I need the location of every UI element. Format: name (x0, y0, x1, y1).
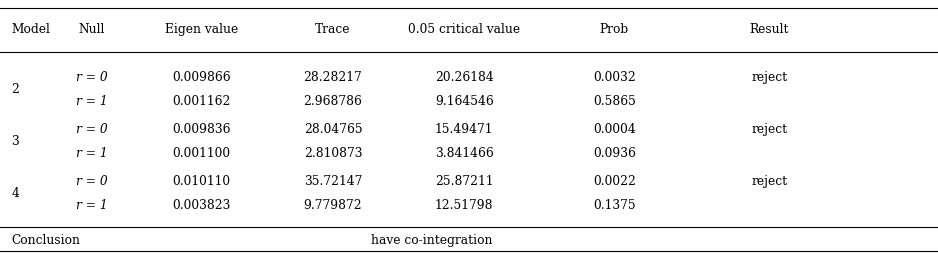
Text: reject: reject (751, 175, 787, 188)
Text: Trace: Trace (315, 23, 351, 36)
Text: Null: Null (79, 23, 105, 36)
Text: Model: Model (11, 23, 50, 36)
Text: 9.779872: 9.779872 (304, 199, 362, 212)
Text: 0.05 critical value: 0.05 critical value (408, 23, 521, 36)
Text: 20.26184: 20.26184 (435, 71, 493, 84)
Text: 12.51798: 12.51798 (435, 199, 493, 212)
Text: 0.1375: 0.1375 (593, 199, 636, 212)
Text: Result: Result (749, 23, 789, 36)
Text: 0.5865: 0.5865 (593, 95, 636, 108)
Text: 0.001100: 0.001100 (173, 147, 231, 160)
Text: 28.04765: 28.04765 (304, 123, 362, 136)
Text: 3.841466: 3.841466 (435, 147, 493, 160)
Text: 28.28217: 28.28217 (304, 71, 362, 84)
Text: 3: 3 (11, 135, 19, 148)
Text: 4: 4 (11, 187, 19, 200)
Text: reject: reject (751, 123, 787, 136)
Text: r = 1: r = 1 (76, 199, 108, 212)
Text: 0.010110: 0.010110 (173, 175, 231, 188)
Text: Prob: Prob (599, 23, 629, 36)
Text: r = 0: r = 0 (76, 175, 108, 188)
Text: reject: reject (751, 71, 787, 84)
Text: 15.49471: 15.49471 (435, 123, 493, 136)
Text: 0.0004: 0.0004 (593, 123, 636, 136)
Text: 9.164546: 9.164546 (435, 95, 493, 108)
Text: have co-integration: have co-integration (371, 233, 492, 247)
Text: r = 0: r = 0 (76, 71, 108, 84)
Text: 2: 2 (11, 83, 19, 96)
Text: r = 1: r = 1 (76, 147, 108, 160)
Text: Eigen value: Eigen value (165, 23, 238, 36)
Text: 2.810873: 2.810873 (304, 147, 362, 160)
Text: 0.0032: 0.0032 (593, 71, 636, 84)
Text: 0.003823: 0.003823 (173, 199, 231, 212)
Text: r = 0: r = 0 (76, 123, 108, 136)
Text: 0.009836: 0.009836 (173, 123, 231, 136)
Text: 35.72147: 35.72147 (304, 175, 362, 188)
Text: 25.87211: 25.87211 (435, 175, 493, 188)
Text: 0.0022: 0.0022 (593, 175, 636, 188)
Text: 2.968786: 2.968786 (304, 95, 362, 108)
Text: Conclusion: Conclusion (11, 233, 81, 247)
Text: 0.009866: 0.009866 (173, 71, 231, 84)
Text: 0.0936: 0.0936 (593, 147, 636, 160)
Text: 0.001162: 0.001162 (173, 95, 231, 108)
Text: r = 1: r = 1 (76, 95, 108, 108)
